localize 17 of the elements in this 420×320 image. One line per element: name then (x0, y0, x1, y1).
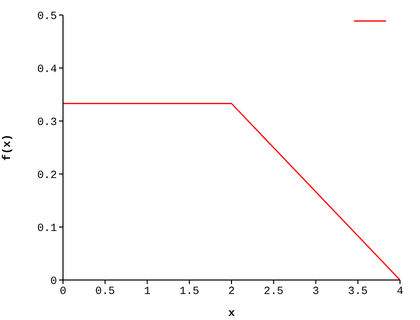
x-tick-label: 2 (228, 286, 235, 298)
x-axis-title: x (228, 308, 236, 320)
y-tick-label: 0.2 (37, 170, 57, 182)
x-tick-label: 2.5 (264, 286, 284, 298)
x-tick-label: 3.5 (348, 286, 368, 298)
x-tick-label: 3 (312, 286, 320, 298)
y-tick-label: 0.3 (37, 116, 57, 129)
x-tick-label: 4 (396, 286, 404, 298)
x-tick-label: 1 (144, 286, 151, 298)
y-tick-label: 0.1 (37, 222, 58, 235)
y-tick-label: 0.4 (37, 64, 58, 76)
x-tick-label: 0 (60, 286, 66, 298)
x-tick-label: 1.5 (179, 286, 200, 298)
y-tick-label: 0 (50, 276, 57, 288)
x-tick-label: 0.5 (95, 286, 116, 298)
y-axis-title: f(x) (0, 134, 14, 161)
y-tick-label: 0.5 (37, 10, 57, 23)
